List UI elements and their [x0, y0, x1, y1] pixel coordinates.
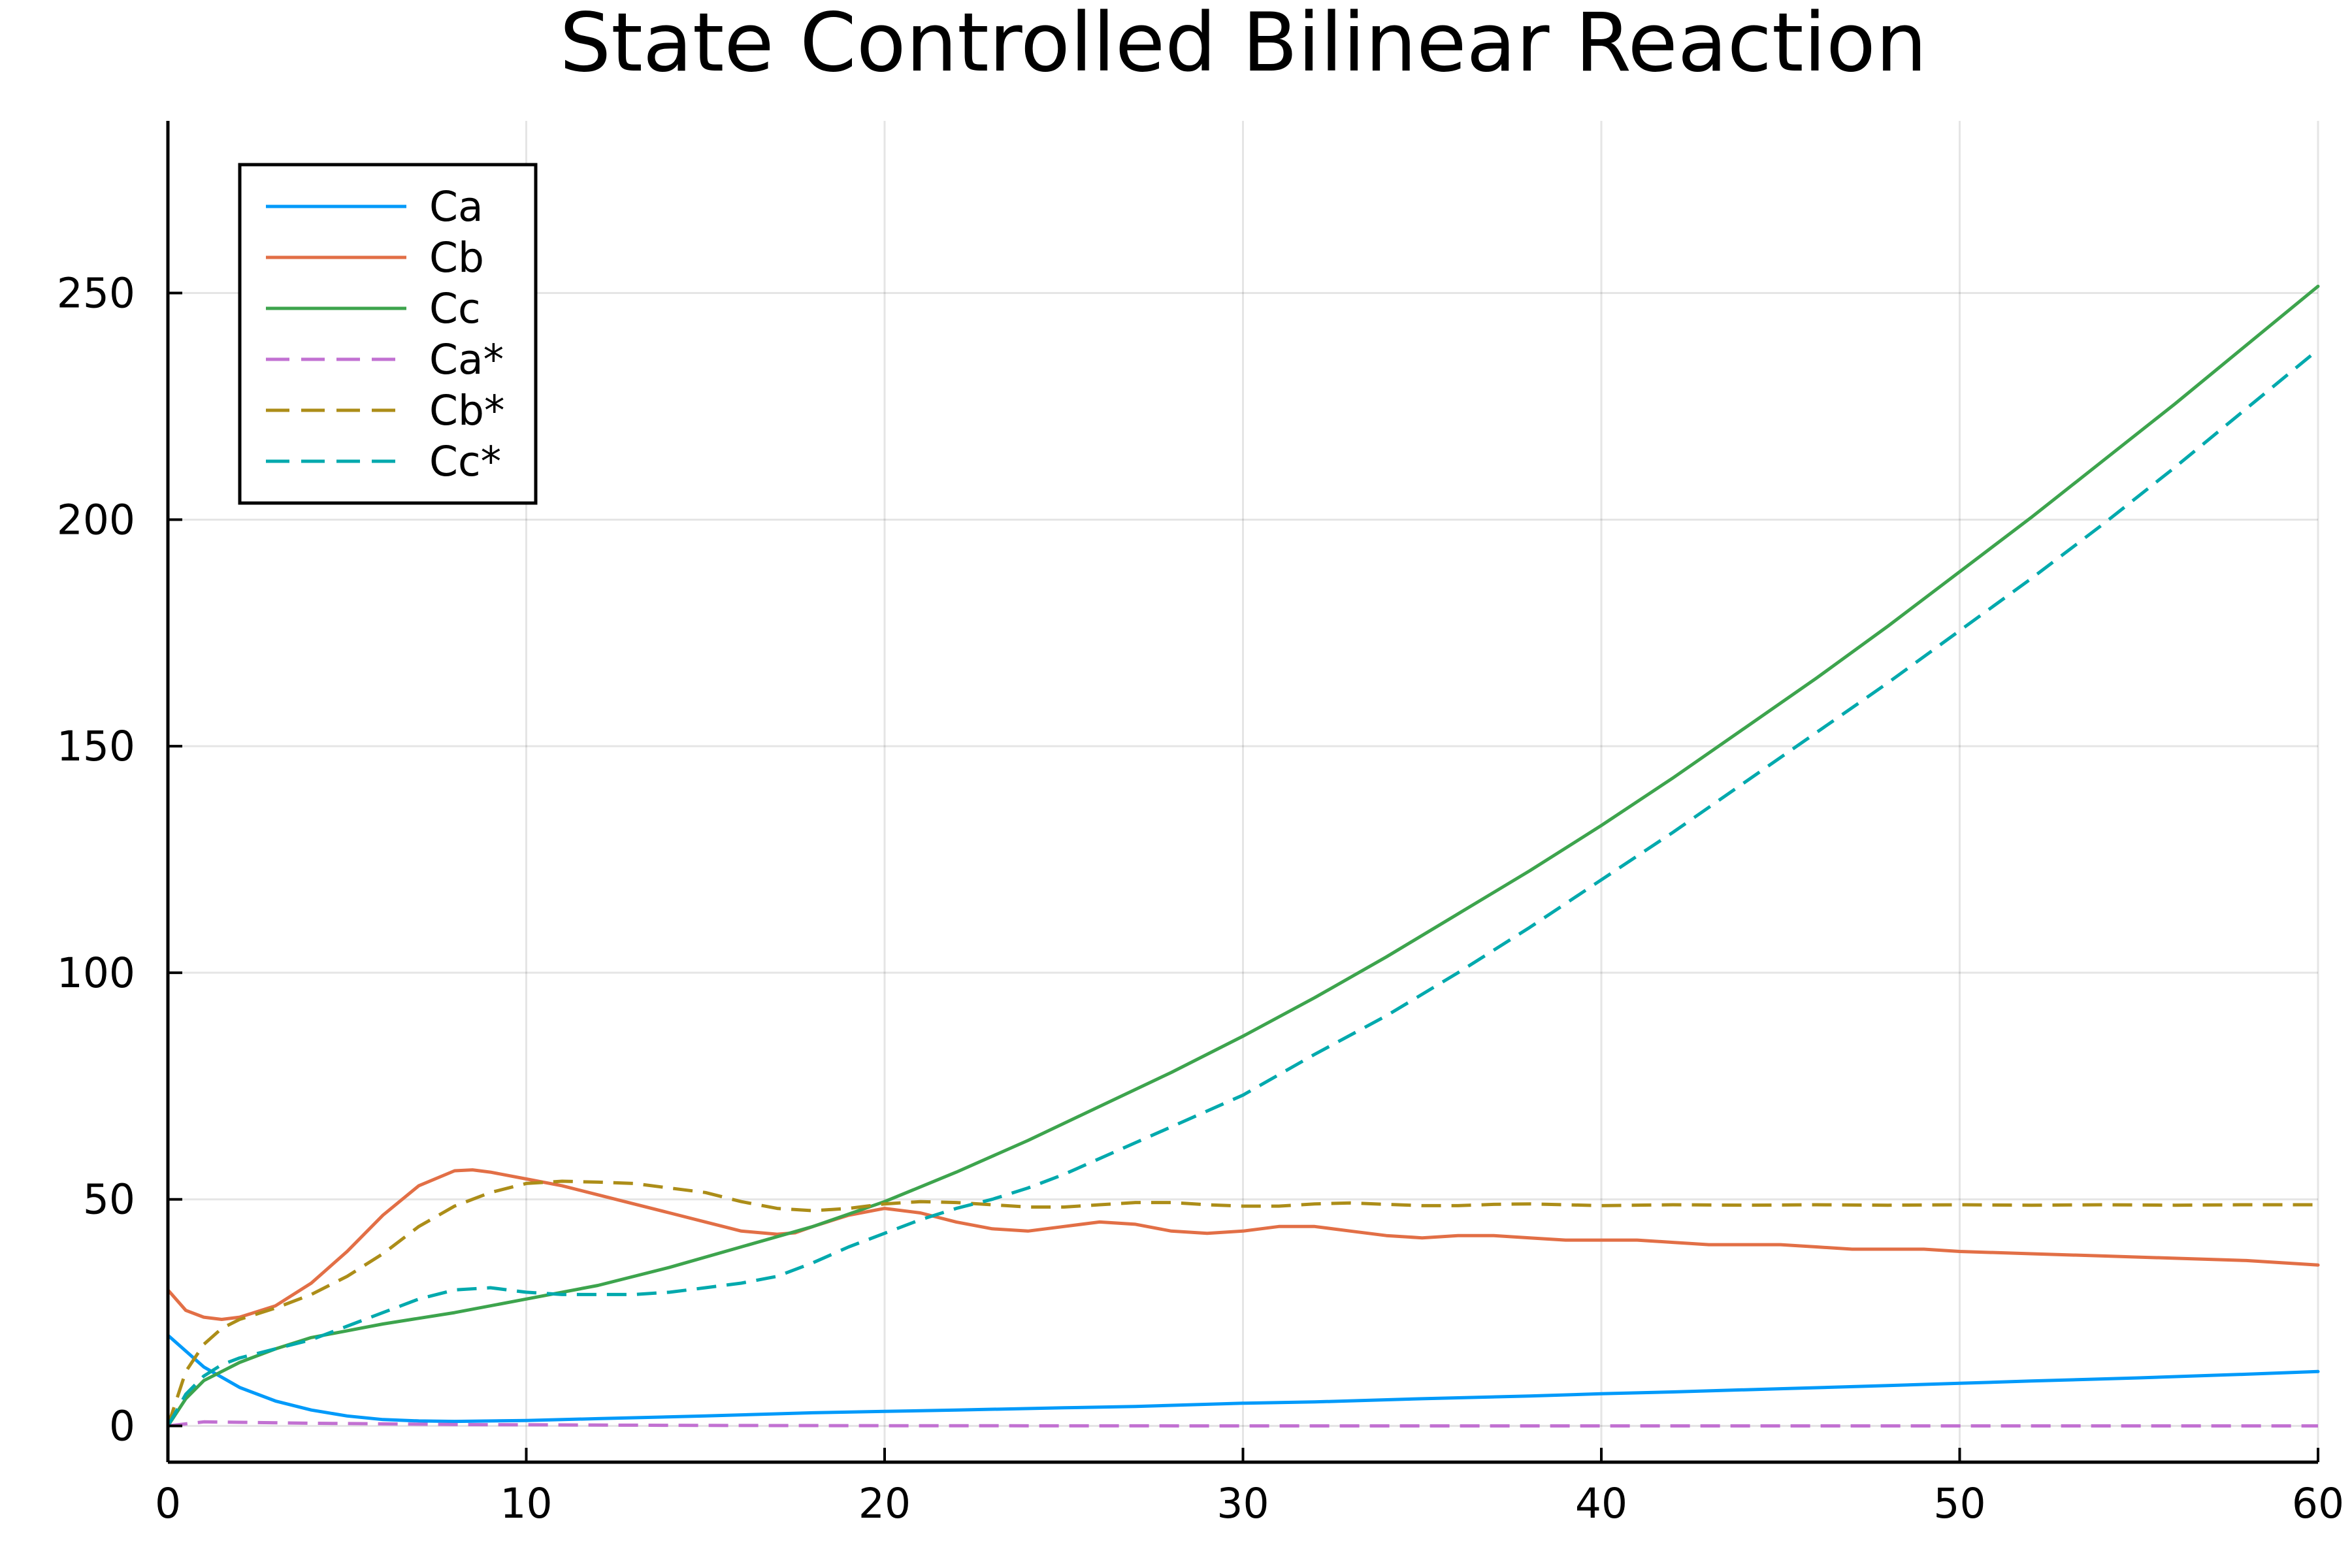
- series-line-6: [166, 348, 2319, 1427]
- y-tick-label: 200: [57, 496, 135, 544]
- series-line-2: [166, 1168, 2320, 1321]
- x-tick-label: 10: [500, 1480, 552, 1527]
- x-tick-label: 30: [1217, 1480, 1269, 1527]
- x-tick-label: 50: [1933, 1480, 1985, 1527]
- series-line-5: [166, 1179, 2318, 1427]
- legend-label: Cc: [429, 285, 481, 333]
- y-tick-label: 50: [83, 1176, 135, 1224]
- y-tick-label: 100: [57, 949, 135, 997]
- y-tick-label: 150: [57, 723, 135, 770]
- x-tick-label: 0: [155, 1480, 181, 1527]
- axes: 0 10 20 30 40 50 60 0 50 100 150 200 250: [57, 121, 2344, 1527]
- plot-area: [166, 284, 2320, 1428]
- legend-label: Cb*: [429, 387, 504, 434]
- legend-box: [238, 163, 538, 505]
- x-tick-label: 60: [2292, 1480, 2344, 1527]
- legend-label: Ca*: [429, 336, 504, 384]
- x-tick-label: 20: [858, 1480, 911, 1527]
- y-tick-label: 0: [109, 1403, 135, 1450]
- chart-title: State Controlled Bilinear Reaction: [560, 0, 1927, 90]
- series-line-3: [166, 284, 2320, 1428]
- legend-label: Cc*: [429, 438, 501, 485]
- x-tick-label: 40: [1575, 1480, 1627, 1527]
- grid: [167, 121, 2319, 1462]
- y-tick-label: 250: [57, 270, 135, 318]
- series-line-1: [166, 1333, 2320, 1424]
- legend-label: Cb: [429, 234, 484, 282]
- legend-label: Ca: [429, 183, 483, 231]
